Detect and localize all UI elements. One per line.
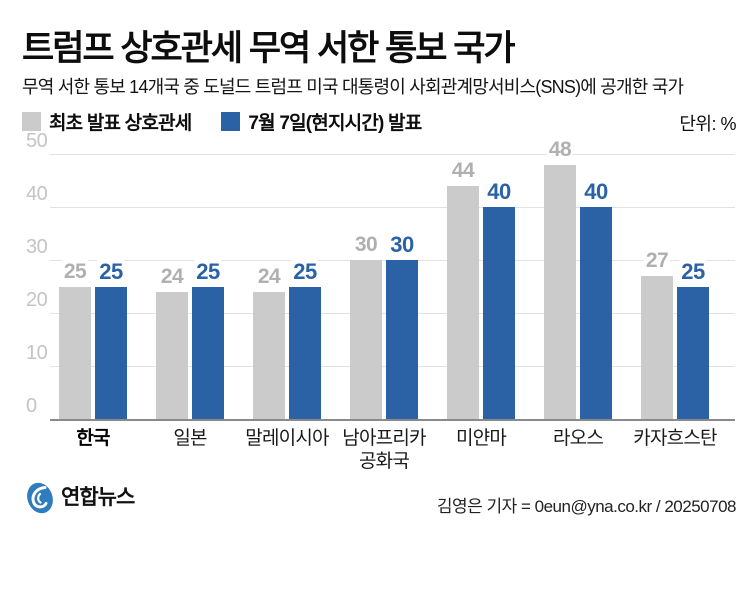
bar-value-label: 40 (582, 178, 610, 205)
chart-subtitle: 무역 서한 통보 14개국 중 도널드 트럼프 미국 대통령이 사회관계망서비스… (22, 77, 684, 97)
chart-area: 0 10 20 30 40 50 25 25 한국 24 25 일본 24 25 말레이시아 30 30 남아프리… (26, 130, 735, 472)
bar-value-label: 24 (158, 263, 186, 290)
y-axis-tick-label: 50 (26, 130, 48, 152)
chart-legend: 최초 발표 상호관세 7월 7일(현지시간) 발표 (22, 108, 422, 135)
legend-item-july7-announcement: 7월 7일(현지시간) 발표 (221, 108, 422, 135)
bar-value-label: 48 (546, 136, 574, 163)
unit-label: 단위: % (679, 114, 736, 134)
bar-value-label: 25 (291, 257, 319, 285)
y-axis-tick-label: 30 (26, 236, 48, 258)
bar-value-label: 24 (255, 263, 283, 290)
bar-value-label: 30 (352, 232, 380, 258)
bar-value-label: 44 (449, 157, 477, 184)
gridline-50 (50, 154, 735, 155)
bar-initial-tariff (447, 185, 479, 419)
page-title: 트럼프 상호관세 무역 서한 통보 국가 (22, 29, 516, 68)
gridline-40 (50, 207, 735, 208)
category-label: 한국 (76, 428, 110, 449)
bar-july7-tariff (289, 286, 321, 419)
bar-value-label: 25 (97, 257, 125, 285)
bar-initial-tariff (544, 164, 576, 419)
bar-value-label: 25 (61, 258, 89, 285)
y-axis-tick-label: 10 (26, 342, 48, 364)
category-label: 라오스 (552, 428, 604, 449)
category-label: 일본 (173, 428, 207, 449)
bar-value-label: 27 (643, 247, 671, 274)
legend-swatch-gray (22, 112, 41, 131)
bar-july7-tariff (483, 207, 515, 419)
yonhap-wordmark: 연합뉴스 (61, 486, 135, 509)
y-axis-tick-label: 20 (26, 289, 48, 311)
yonhap-emblem-icon (27, 482, 53, 514)
yonhap-logo: 연합뉴스 (24, 481, 135, 515)
category-label: 카자흐스탄 (633, 428, 717, 449)
category-label: 미얀마 (455, 428, 507, 449)
gridline-0 (50, 419, 735, 421)
bar-value-label: 40 (485, 178, 513, 205)
bar-july7-tariff (192, 286, 224, 419)
bar-july7-tariff (386, 260, 418, 419)
bar-value-label: 30 (388, 231, 416, 258)
y-axis-tick-label: 40 (26, 183, 48, 205)
y-axis-tick-label: 0 (26, 395, 37, 417)
bar-july7-tariff (677, 286, 709, 419)
legend-item-initial-tariff: 최초 발표 상호관세 (22, 108, 192, 135)
bar-initial-tariff (59, 286, 91, 419)
bar-july7-tariff (580, 207, 612, 419)
legend-label-initial-tariff: 최초 발표 상호관세 (49, 113, 192, 134)
bar-july7-tariff (95, 286, 127, 419)
legend-label-july7-announcement: 7월 7일(현지시간) 발표 (248, 113, 422, 134)
bar-initial-tariff (253, 291, 285, 419)
bar-initial-tariff (641, 275, 673, 419)
legend-swatch-blue (221, 112, 241, 131)
category-label: 말레이시아 (245, 428, 329, 449)
reporter-byline: 김영은 기자 = 0eun@yna.co.kr / 20250708 (436, 497, 737, 516)
category-label: 남아프리카 공화국 (342, 428, 426, 472)
bar-value-label: 25 (679, 257, 707, 285)
bar-initial-tariff (156, 291, 188, 419)
bar-initial-tariff (350, 260, 382, 419)
bar-value-label: 25 (194, 257, 222, 285)
